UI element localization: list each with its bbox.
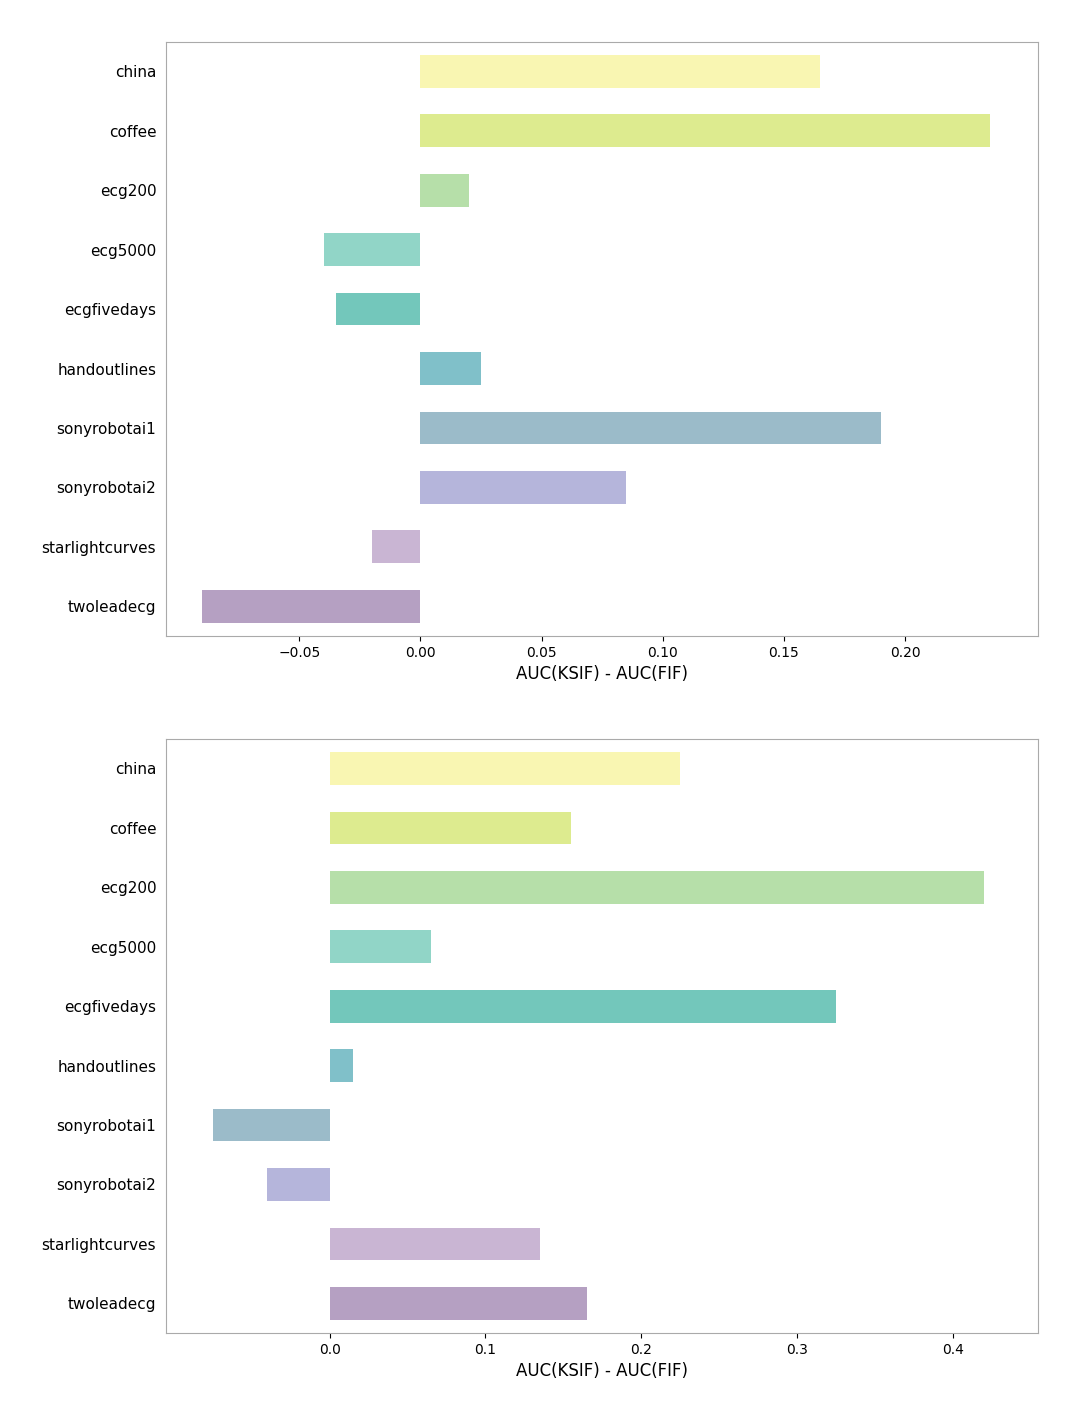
Bar — [329, 1227, 540, 1260]
Bar — [420, 411, 881, 444]
X-axis label: AUC(KSIF) - AUC(FIF): AUC(KSIF) - AUC(FIF) — [516, 665, 688, 683]
Bar — [329, 930, 431, 963]
Bar — [336, 293, 420, 326]
Bar — [329, 872, 984, 904]
Bar — [372, 530, 420, 563]
Bar — [329, 990, 836, 1022]
Bar — [420, 353, 481, 385]
Bar — [420, 173, 469, 206]
X-axis label: AUC(KSIF) - AUC(FIF): AUC(KSIF) - AUC(FIF) — [516, 1362, 688, 1381]
Bar — [329, 1049, 353, 1082]
Bar — [329, 812, 571, 845]
Bar — [213, 1109, 329, 1142]
Bar — [267, 1167, 329, 1200]
Bar — [420, 471, 626, 503]
Bar — [329, 1287, 586, 1320]
Bar — [324, 233, 420, 266]
Bar — [202, 590, 420, 623]
Bar — [420, 55, 820, 88]
Bar — [420, 114, 990, 146]
Bar — [329, 752, 680, 785]
